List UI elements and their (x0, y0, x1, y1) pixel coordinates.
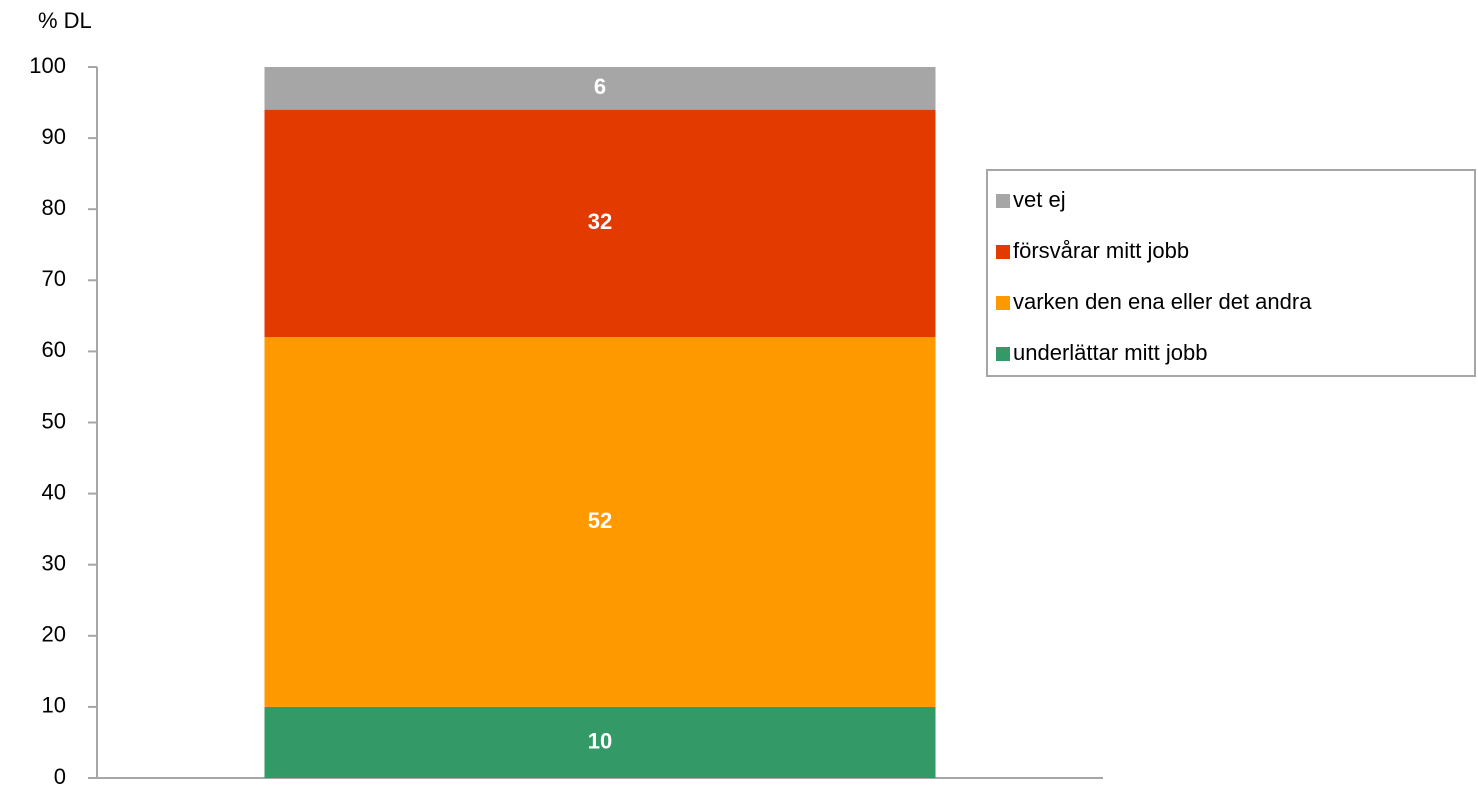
y-axis-label: % DL (38, 8, 92, 33)
legend-swatch (996, 245, 1010, 259)
y-tick-label: 80 (42, 195, 66, 220)
y-tick-label: 20 (42, 622, 66, 647)
legend-box (986, 169, 1476, 377)
legend-swatch (996, 194, 1010, 208)
bar-segment (264, 706, 936, 778)
data-label: 6 (594, 74, 606, 99)
data-label: 10 (588, 728, 612, 753)
legend-swatch (996, 347, 1010, 361)
legend-label: varken den ena eller det andra (1013, 289, 1312, 314)
y-tick-label: 60 (42, 337, 66, 362)
bar-segment (264, 109, 936, 338)
y-tick-label: 0 (54, 764, 66, 789)
y-tick-label: 90 (42, 124, 66, 149)
legend-label: underlättar mitt jobb (1013, 340, 1207, 365)
data-label: 52 (588, 508, 612, 533)
y-tick-label: 100 (29, 53, 66, 78)
y-tick-label: 30 (42, 551, 66, 576)
legend-label: försvårar mitt jobb (1013, 238, 1189, 263)
y-tick-label: 10 (42, 693, 66, 718)
y-tick-label: 40 (42, 479, 66, 504)
legend-label: vet ej (1013, 187, 1066, 212)
legend-swatch (996, 296, 1010, 310)
y-tick-label: 70 (42, 266, 66, 291)
bar-segment (264, 337, 936, 707)
y-tick-label: 50 (42, 408, 66, 433)
bar-segment (264, 67, 936, 110)
data-label: 32 (588, 209, 612, 234)
